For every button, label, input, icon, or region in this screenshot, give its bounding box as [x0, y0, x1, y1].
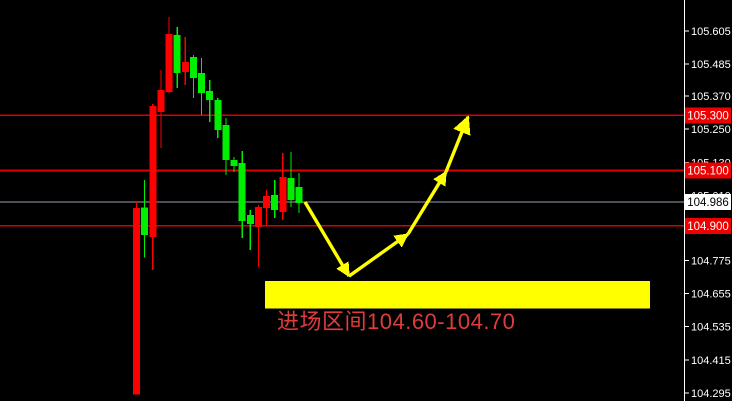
candle-body: [287, 178, 295, 201]
candlestick: [254, 205, 262, 267]
candle-body: [149, 106, 157, 237]
candlestick: [295, 173, 303, 214]
candlestick: [222, 118, 230, 175]
projection-arrow-segment[interactable]: [348, 232, 410, 278]
candle-body: [246, 215, 254, 224]
candlestick: [165, 16, 173, 93]
price-tick-label: 104.655: [691, 289, 731, 301]
current-price-label-bg: [685, 194, 731, 211]
candlestick: [238, 150, 246, 238]
projection-arrows[interactable]: [303, 115, 471, 278]
candle-body: [271, 195, 279, 211]
candle-body: [238, 163, 246, 222]
candle-body: [263, 195, 271, 209]
candle-body: [189, 56, 197, 78]
candle-body: [295, 187, 303, 204]
level-price-label-text: 105.300: [687, 110, 729, 122]
current-price-label-text: 104.986: [687, 197, 729, 209]
candle-body: [222, 124, 230, 161]
candle-body: [157, 89, 165, 112]
candlestick: [189, 54, 197, 98]
projection-arrow-segment[interactable]: [303, 201, 351, 278]
level-price-label-bg: [685, 217, 731, 234]
candlestick: [198, 57, 206, 116]
level-price-label: 104.900: [685, 217, 731, 234]
candlestick: [214, 97, 222, 138]
level-price-label-text: 104.900: [687, 221, 729, 233]
price-tick-label: 104.295: [691, 388, 731, 400]
candlestick: [206, 79, 214, 122]
price-tick-label: 105.370: [691, 91, 731, 103]
candle-body: [141, 207, 149, 236]
candlestick: [263, 189, 271, 225]
price-tick-label: 104.535: [691, 322, 731, 334]
level-price-label-bg: [685, 107, 731, 124]
candlestick: [149, 104, 157, 271]
price-tick-label: 105.250: [691, 124, 731, 136]
projection-arrow-segment[interactable]: [406, 170, 448, 235]
price-tick-label: 105.605: [691, 26, 731, 38]
level-price-label: 105.300: [685, 107, 731, 124]
candle-body: [173, 34, 181, 73]
candlestick: [133, 200, 140, 395]
current-price-label: 104.986: [685, 194, 731, 211]
candle-body: [198, 72, 206, 93]
entry-range-annotation[interactable]: 进场区间104.60-104.70: [277, 309, 516, 334]
candlestick: [230, 157, 238, 172]
candle-body: [133, 207, 140, 395]
level-price-label-text: 105.100: [687, 166, 729, 178]
candle-body: [165, 34, 173, 92]
candlestick: [173, 26, 181, 88]
candlestick: [279, 153, 287, 221]
price-axis[interactable]: 105.605105.485105.370105.250105.130105.0…: [684, 0, 731, 401]
candlestick: [141, 180, 149, 258]
price-tick-label: 104.415: [691, 355, 731, 367]
candle-body: [254, 207, 262, 227]
candle-body: [181, 61, 189, 72]
candlestick: [157, 69, 165, 148]
candlestick: [271, 179, 279, 219]
entry-zone-highlight[interactable]: [265, 281, 650, 309]
candle-body: [214, 100, 222, 130]
level-price-label: 105.100: [685, 162, 731, 179]
candle-body: [206, 90, 214, 101]
candlestick: [181, 36, 189, 85]
candle-body: [279, 176, 287, 212]
candlestick: [287, 152, 295, 208]
candle-body: [230, 160, 238, 167]
price-tick-label: 105.485: [691, 59, 731, 71]
candlestick: [246, 210, 254, 251]
projection-arrow-segment[interactable]: [444, 115, 471, 173]
price-tick-label: 104.775: [691, 255, 731, 267]
level-price-label-bg: [685, 162, 731, 179]
